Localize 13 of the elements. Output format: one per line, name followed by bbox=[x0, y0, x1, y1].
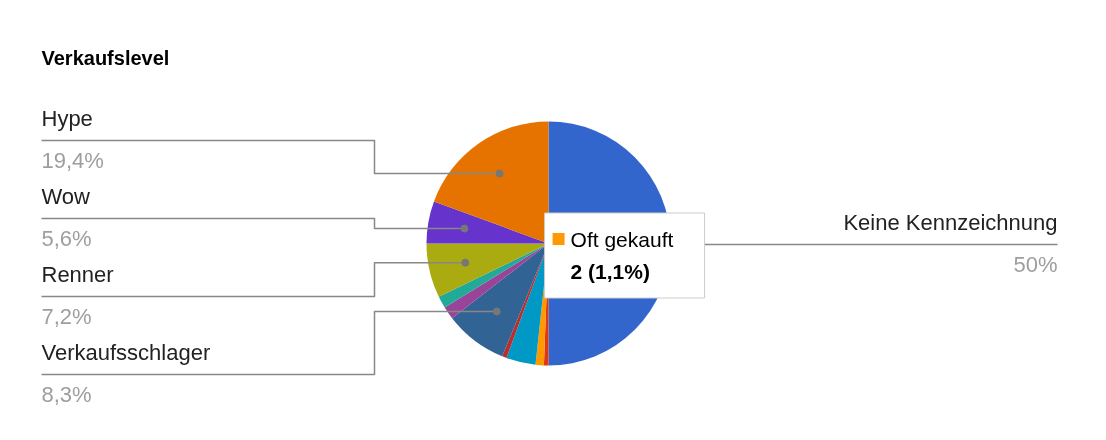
chart-title: Verkaufslevel bbox=[41, 46, 170, 69]
data-label: 8,3% bbox=[41, 382, 92, 407]
slice-label: Wow bbox=[41, 184, 91, 209]
data-label: 50% bbox=[1013, 252, 1058, 277]
slice-label: Verkaufsschlager bbox=[41, 340, 211, 365]
text: 2 (1,1%) bbox=[570, 259, 650, 283]
data-label: 7,2% bbox=[41, 304, 92, 329]
data-label: 5,6% bbox=[41, 226, 92, 251]
slice-label: Renner bbox=[41, 262, 114, 287]
data-label: 19,4% bbox=[41, 148, 104, 173]
slice-label: Keine Kennzeichnung bbox=[843, 210, 1058, 235]
legend-label: Oft gekauft bbox=[570, 227, 674, 251]
slice-label: Hype bbox=[41, 106, 93, 131]
